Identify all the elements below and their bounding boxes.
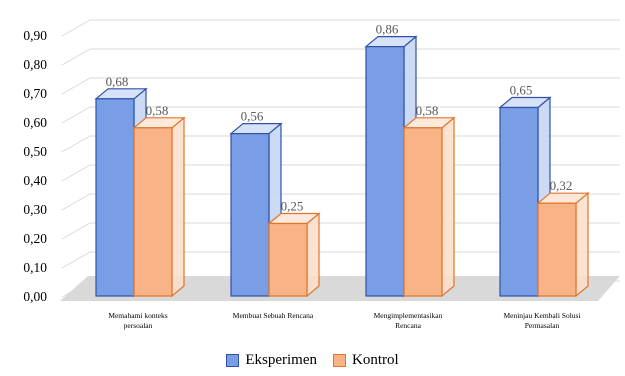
data-label-kontrol: 0,58	[146, 103, 169, 118]
data-label-eksperimen: 0,86	[376, 22, 399, 37]
x-tick-label: Permasalan	[525, 321, 560, 330]
data-label-kontrol: 0,58	[416, 103, 439, 118]
y-tick-label: 0,70	[23, 86, 47, 101]
gridline-side	[61, 19, 91, 37]
bar-side-face	[306, 212, 320, 298]
chart-floor	[60, 276, 620, 301]
bar-front-face	[499, 106, 539, 297]
y-tick-label: 0,90	[23, 28, 47, 43]
bar-front-face	[268, 222, 308, 297]
y-tick-label: 0,60	[23, 115, 47, 130]
data-label-kontrol: 0,25	[281, 199, 304, 214]
bar-front-face	[403, 127, 443, 297]
y-tick-label: 0,00	[23, 289, 47, 304]
y-tick-label: 0,30	[23, 202, 47, 217]
bar-kontrol	[536, 191, 590, 298]
bar-chart: 0,00 0,10 0,20 0,30 0,40 0,50 0,60 0,70 0,80 0,90…	[23, 19, 620, 330]
x-tick-label: Rencana	[395, 321, 421, 330]
legend-item-kontrol: Kontrol	[332, 352, 399, 369]
legend-swatch-eksperimen	[226, 354, 240, 367]
bar-kontrol	[132, 116, 186, 298]
bar-side-face	[441, 116, 455, 298]
y-tick-label: 0,80	[23, 57, 47, 72]
legend-label-eksperimen: Eksperimen	[245, 352, 317, 368]
legend-item-eksperimen: Eksperimen	[226, 352, 317, 369]
gridline-side	[61, 222, 91, 240]
data-label-eksperimen: 0,56	[241, 109, 264, 124]
bar-side-face	[575, 191, 589, 298]
y-tick-label: 0,40	[23, 173, 47, 188]
gridline-side	[61, 193, 91, 211]
y-tick-label: 0,20	[23, 231, 47, 246]
bar-front-face	[133, 127, 173, 297]
data-label-eksperimen: 0,68	[106, 74, 129, 89]
y-tick-label: 0,10	[23, 260, 47, 275]
gridline-side	[61, 135, 91, 153]
gridline-side	[61, 251, 91, 269]
x-tick-label: persoalan	[124, 321, 153, 330]
x-tick-label: Membuat Sebuah Rencana	[233, 311, 314, 320]
x-tick-label: Memahami konteks	[108, 311, 167, 320]
bar-front-face	[365, 45, 405, 297]
data-label-eksperimen: 0,65	[510, 83, 533, 98]
bar-side-face	[171, 116, 185, 298]
legend-label-kontrol: Kontrol	[351, 352, 399, 368]
gridline-side	[61, 48, 91, 66]
y-tick-label: 0,50	[23, 144, 47, 159]
x-tick-label: Mengimplementasikan	[374, 311, 443, 320]
bar-kontrol	[267, 212, 321, 298]
data-label-kontrol: 0,32	[550, 178, 573, 193]
legend: Eksperimen Kontrol	[0, 352, 625, 369]
bar-kontrol	[402, 116, 456, 298]
bar-front-face	[537, 202, 577, 297]
bar-front-face	[95, 98, 135, 297]
x-tick-label: Meninjau Kembali Solusi	[503, 311, 580, 320]
gridline-side	[61, 77, 91, 95]
legend-swatch-kontrol	[332, 354, 346, 367]
gridline-side	[61, 106, 91, 124]
gridline-side	[61, 164, 91, 182]
bar-front-face	[230, 133, 270, 297]
